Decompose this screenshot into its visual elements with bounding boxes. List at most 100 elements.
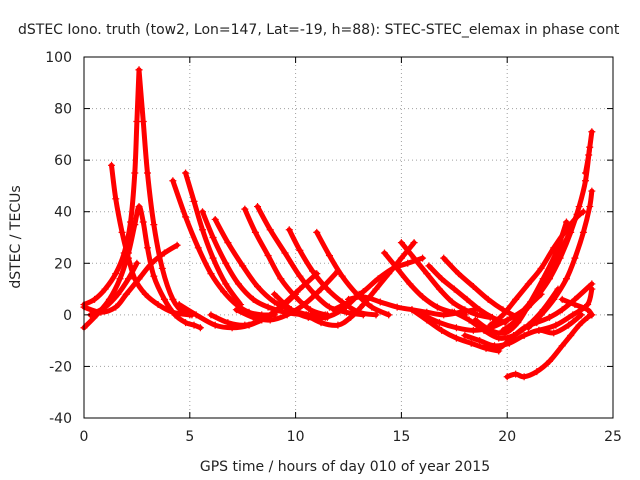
series-trace [314, 229, 392, 318]
data-point [143, 244, 151, 252]
data-point [588, 311, 596, 319]
data-point [135, 66, 143, 74]
data-point [321, 313, 329, 321]
x-tick-label: 25 [604, 429, 622, 445]
data-point [374, 275, 382, 283]
data-point [334, 267, 342, 275]
data-point [404, 259, 412, 267]
data-point [376, 298, 384, 306]
data-point [524, 280, 532, 288]
data-point [302, 311, 310, 319]
data-point [325, 303, 333, 311]
data-point [182, 319, 190, 327]
data-point [571, 254, 579, 262]
x-tick-label: 10 [287, 429, 305, 445]
data-point [254, 282, 262, 290]
data-point [338, 272, 346, 280]
data-point [452, 324, 460, 332]
data-point [220, 288, 228, 296]
data-point [224, 239, 232, 247]
data-point [241, 321, 249, 329]
data-point [334, 321, 342, 329]
data-point [461, 331, 469, 339]
data-point [410, 239, 418, 247]
data-point [393, 264, 401, 272]
data-point [198, 208, 206, 216]
data-point [270, 298, 278, 306]
data-point [512, 370, 520, 378]
y-tick-label: 80 [54, 102, 72, 118]
data-point [222, 259, 230, 267]
data-series [135, 66, 196, 319]
data-point [562, 218, 570, 226]
data-point [397, 254, 405, 262]
data-point [385, 311, 393, 319]
series-trace [136, 67, 195, 318]
data-point [347, 313, 355, 321]
data-point [469, 282, 477, 290]
data-point [143, 169, 151, 177]
data-point [122, 290, 130, 298]
data-point [139, 117, 147, 125]
data-point [232, 306, 240, 314]
data-point [586, 203, 594, 211]
data-point [313, 270, 321, 278]
data-point [169, 308, 177, 316]
data-point [296, 272, 304, 280]
data-point [499, 326, 507, 334]
data-point [283, 311, 291, 319]
data-point [588, 280, 596, 288]
data-point [380, 249, 388, 257]
data-point [112, 195, 120, 203]
data-point [546, 313, 554, 321]
data-point [234, 280, 242, 288]
data-series [108, 161, 194, 319]
data-point [254, 203, 262, 211]
data-point [296, 246, 304, 254]
data-series [581, 128, 596, 177]
data-point [237, 301, 245, 309]
series-trace [183, 170, 244, 308]
data-point [588, 128, 596, 136]
data-point [325, 252, 333, 260]
data-series-group [80, 66, 596, 381]
data-point [440, 311, 448, 319]
data-point [419, 311, 427, 319]
data-point [558, 342, 566, 350]
data-point [585, 151, 593, 159]
data-point [194, 244, 202, 252]
data-point [108, 161, 116, 169]
data-point [499, 311, 507, 319]
x-tick-label: 0 [80, 429, 89, 445]
data-point [520, 331, 528, 339]
data-point [281, 249, 289, 257]
data-point [175, 301, 183, 309]
data-point [306, 306, 314, 314]
series-trace [504, 312, 595, 380]
data-point [406, 280, 414, 288]
data-point [266, 226, 274, 234]
data-point [435, 285, 443, 293]
data-point [160, 249, 168, 257]
data-point [565, 321, 573, 329]
data-point [342, 308, 350, 316]
data-point [495, 344, 503, 352]
data-point [124, 254, 132, 262]
data-point [372, 285, 380, 293]
data-point [524, 303, 532, 311]
data-point [139, 218, 147, 226]
data-point [133, 259, 141, 267]
data-series [425, 262, 509, 327]
data-series [86, 259, 141, 319]
data-point [552, 321, 560, 329]
data-point [423, 270, 431, 278]
data-point [190, 321, 198, 329]
data-point [535, 326, 543, 334]
data-point [410, 254, 418, 262]
data-point [141, 290, 149, 298]
data-point [562, 275, 570, 283]
data-point [192, 311, 200, 319]
grid [84, 57, 613, 418]
data-point [372, 311, 380, 319]
